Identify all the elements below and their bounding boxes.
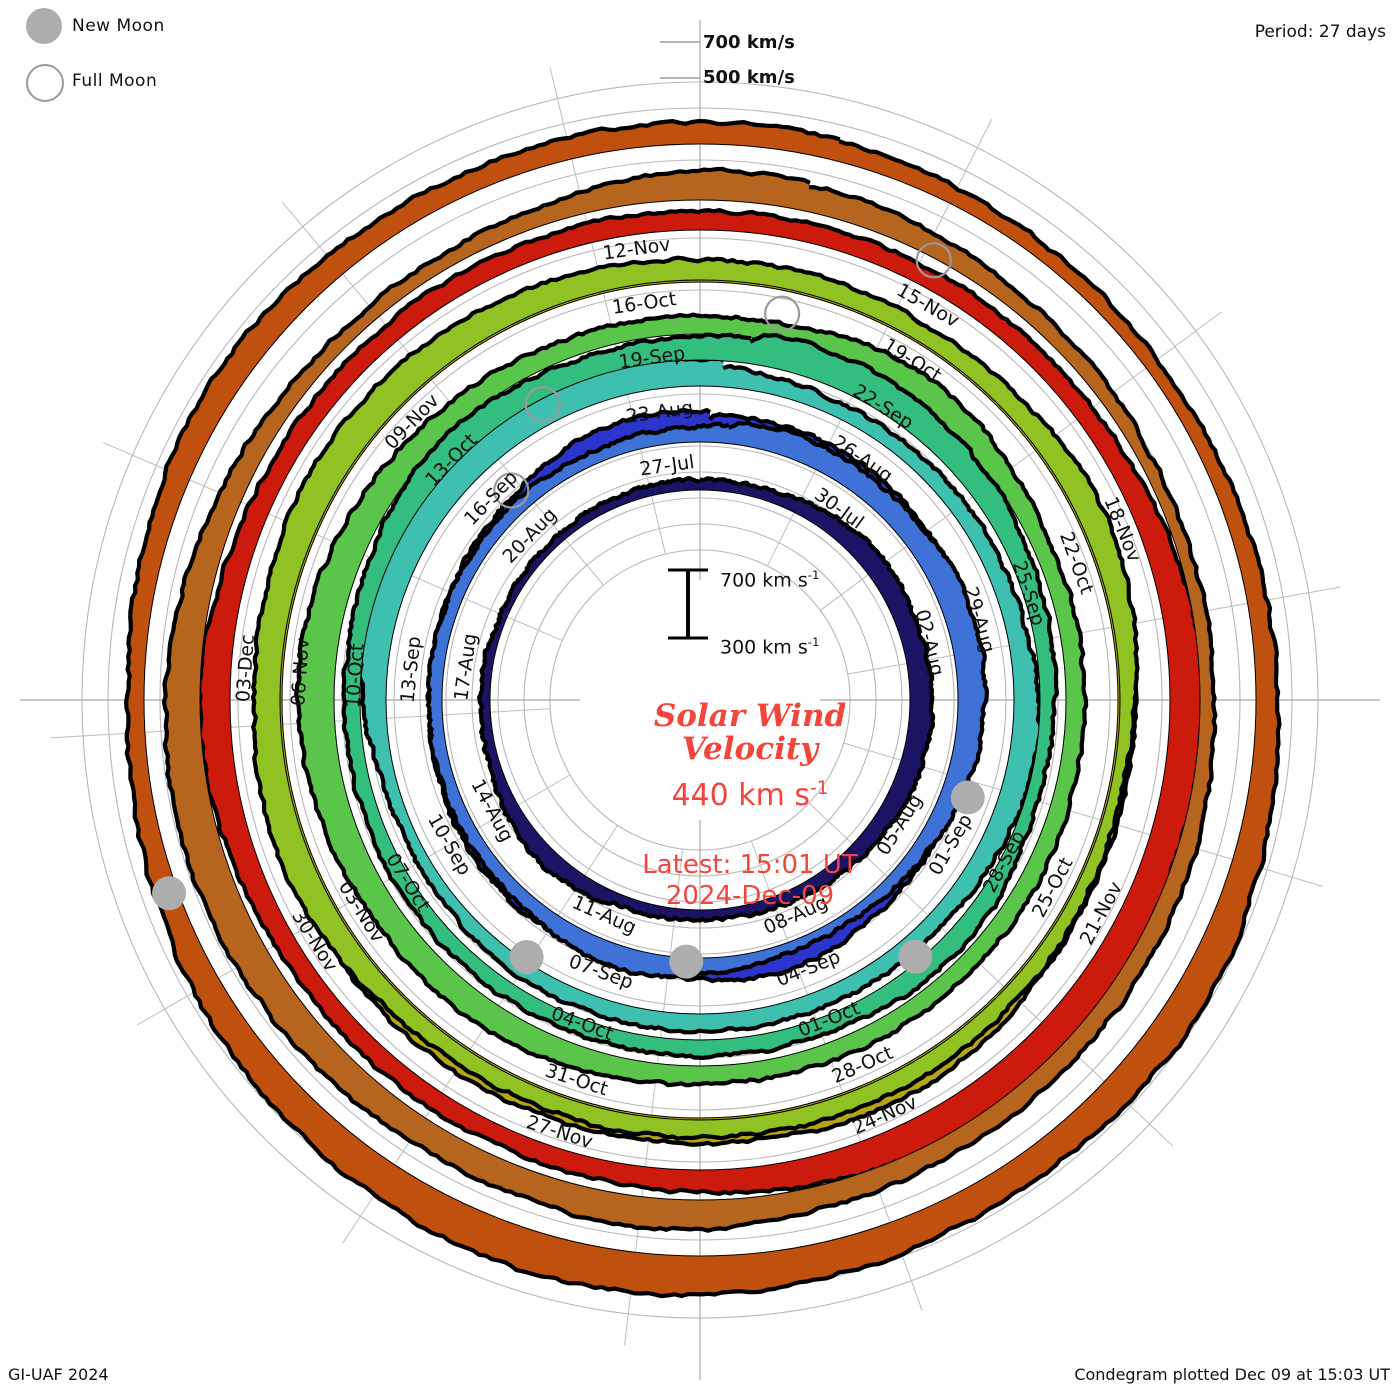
band-baseline	[229, 229, 1171, 1171]
new-moon-marker	[898, 939, 933, 974]
new-moon-marker	[509, 940, 544, 975]
credit-right: Condegram plotted Dec 09 at 15:03 UT	[1074, 1365, 1390, 1384]
band-baseline	[281, 281, 1119, 1119]
latest-timestamp: Latest: 15:01 UT 2024-Dec-09	[642, 850, 858, 911]
velocity-trace-01-sep	[341, 332, 1059, 1060]
moon-markers	[152, 242, 985, 979]
velocity-trace-21-nov	[124, 119, 1282, 1299]
velocity-trace-27-jul	[477, 476, 936, 923]
new-moon-swatch	[26, 8, 62, 44]
scalebar-top-label: 700 km s-1	[720, 568, 820, 592]
band-baseline	[199, 199, 1201, 1201]
band-baseline	[489, 489, 911, 911]
date-label-03-dec: 03-Dec	[232, 634, 259, 703]
band-baseline	[385, 385, 1015, 1015]
full-moon-legend-label: Full Moon	[72, 71, 158, 91]
radial-tick-700-label: 700 km/s	[703, 32, 795, 53]
band-baseline	[359, 359, 1041, 1041]
band-baseline	[143, 143, 1257, 1257]
full-moon-marker	[764, 295, 801, 332]
velocity-trace-05-aug	[425, 420, 989, 980]
band-baseline	[333, 333, 1067, 1067]
band-baseline	[279, 279, 1121, 1121]
full-moon-marker	[493, 472, 530, 509]
scalebar-bottom-label: 300 km s-1	[720, 635, 820, 659]
radial-tick-marks	[660, 41, 700, 79]
full-moon-marker	[915, 242, 952, 279]
credit-left: GI-UAF 2024	[8, 1365, 109, 1384]
date-label-10-oct: 10-Oct	[342, 643, 368, 709]
radial-tick-500-label: 500 km/s	[703, 67, 795, 88]
date-label-27-jul: 27-Jul	[638, 451, 696, 480]
full-moon-marker	[524, 386, 561, 423]
new-moon-marker	[669, 944, 704, 979]
date-label-06-nov: 06-Nov	[287, 637, 314, 706]
velocity-trace-28-sep	[250, 255, 1140, 1141]
velocity-trace-09-nov	[197, 208, 1207, 1196]
center-annotation: 700 km s-1 300 km s-1 Solar Wind Velocit…	[560, 560, 940, 920]
period-label: Period: 27 days	[1254, 22, 1386, 42]
date-label-17-aug: 17-Aug	[450, 632, 481, 702]
velocity-trace-25-oct	[161, 166, 1218, 1233]
full-moon-swatch	[26, 64, 64, 102]
new-moon-marker	[152, 876, 187, 911]
velocity-trace-16-oct	[294, 312, 1089, 1088]
date-label-16-oct: 16-Oct	[611, 288, 678, 319]
new-moon-legend-label: New Moon	[72, 16, 165, 36]
chart-title: Solar Wind Velocity	[653, 698, 847, 767]
rotation-bands	[124, 119, 1282, 1299]
scale-bar	[668, 568, 708, 640]
new-moon-marker	[950, 780, 985, 815]
current-value: 440 km s-1	[671, 778, 829, 813]
date-label-13-sep: 13-Sep	[397, 635, 426, 704]
